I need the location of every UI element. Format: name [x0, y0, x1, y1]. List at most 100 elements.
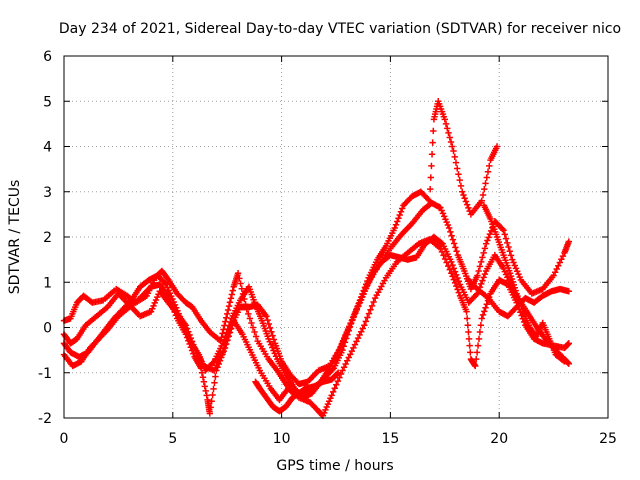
data-point — [437, 204, 444, 211]
series-track-5 — [252, 369, 342, 415]
data-point — [354, 302, 362, 310]
data-point — [353, 305, 361, 312]
data-point — [245, 310, 252, 318]
data-point — [502, 235, 510, 242]
data-point — [266, 338, 273, 345]
data-point — [269, 344, 276, 351]
data-point — [482, 180, 489, 187]
data-point — [224, 310, 231, 318]
data-point — [505, 277, 512, 284]
data-point — [271, 350, 278, 357]
x-tick-label: 25 — [599, 431, 617, 447]
data-point — [463, 308, 470, 315]
data-point — [152, 296, 160, 304]
x-tick-label: 20 — [490, 431, 508, 447]
data-point — [438, 239, 445, 247]
data-point — [462, 198, 470, 205]
data-point — [449, 261, 456, 269]
y-tick-label: 5 — [43, 94, 52, 110]
data-point — [248, 319, 255, 327]
data-point — [225, 302, 233, 310]
data-point — [173, 304, 180, 311]
y-tick-label: -1 — [38, 366, 52, 382]
data-point — [227, 295, 235, 302]
data-point — [170, 298, 177, 306]
data-point — [444, 221, 452, 229]
data-point — [151, 299, 158, 307]
data-point — [357, 328, 365, 335]
data-point — [550, 272, 557, 279]
data-point — [343, 357, 351, 364]
data-point — [272, 353, 280, 360]
data-point — [508, 275, 516, 283]
data-point — [252, 333, 260, 340]
data-point — [479, 254, 486, 261]
data-point — [465, 328, 472, 336]
data-point — [565, 238, 573, 245]
data-point — [154, 293, 161, 301]
data-point — [203, 392, 210, 399]
data-point — [473, 349, 481, 356]
data-point — [176, 313, 184, 320]
data-point — [455, 278, 462, 285]
data-point — [425, 196, 432, 203]
data-point — [515, 270, 522, 278]
data-point — [150, 302, 157, 310]
data-point — [475, 335, 483, 343]
data-point — [486, 162, 493, 170]
data-point — [328, 392, 335, 399]
data-point — [457, 182, 465, 190]
data-point — [362, 318, 370, 325]
data-point — [440, 213, 448, 220]
data-point — [169, 295, 176, 303]
data-point — [453, 271, 460, 279]
data-point — [448, 258, 455, 266]
data-point — [459, 188, 466, 195]
data-point — [226, 299, 234, 306]
data-point — [177, 316, 185, 323]
data-point — [501, 231, 508, 238]
data-point — [399, 205, 406, 212]
data-point — [333, 381, 340, 388]
data-point — [331, 385, 338, 392]
chart-title: Day 234 of 2021, Sidereal Day-to-day VTE… — [59, 21, 621, 37]
y-tick-label: -2 — [38, 411, 52, 427]
data-point — [481, 245, 489, 252]
data-point — [502, 271, 510, 278]
data-point — [480, 249, 487, 257]
data-point — [509, 278, 517, 286]
data-point — [451, 153, 458, 161]
data-point — [448, 232, 455, 239]
data-point — [483, 301, 490, 308]
data-point — [484, 168, 492, 175]
data-point — [236, 275, 243, 282]
data-point — [353, 338, 360, 345]
data-point — [466, 342, 473, 349]
data-point — [339, 337, 347, 344]
data-point — [439, 210, 447, 217]
data-point — [337, 343, 344, 350]
data-point — [510, 281, 518, 289]
y-tick-label: 1 — [43, 275, 52, 291]
data-point — [365, 310, 373, 317]
data-point — [506, 270, 514, 277]
data-point — [343, 328, 351, 336]
y-tick-label: 2 — [43, 230, 52, 246]
data-point — [443, 218, 450, 226]
data-point — [351, 341, 359, 348]
data-point — [465, 335, 473, 343]
data-point — [224, 325, 232, 333]
data-point — [428, 162, 435, 170]
data-points — [60, 98, 573, 419]
data-point — [357, 296, 364, 304]
data-point — [394, 218, 401, 225]
data-point — [358, 293, 366, 301]
data-point — [209, 391, 216, 399]
data-point — [338, 340, 346, 347]
data-point — [509, 256, 516, 263]
data-point — [161, 280, 169, 287]
data-point — [447, 228, 454, 236]
data-point — [270, 347, 277, 354]
y-tick-label: 0 — [43, 321, 52, 337]
